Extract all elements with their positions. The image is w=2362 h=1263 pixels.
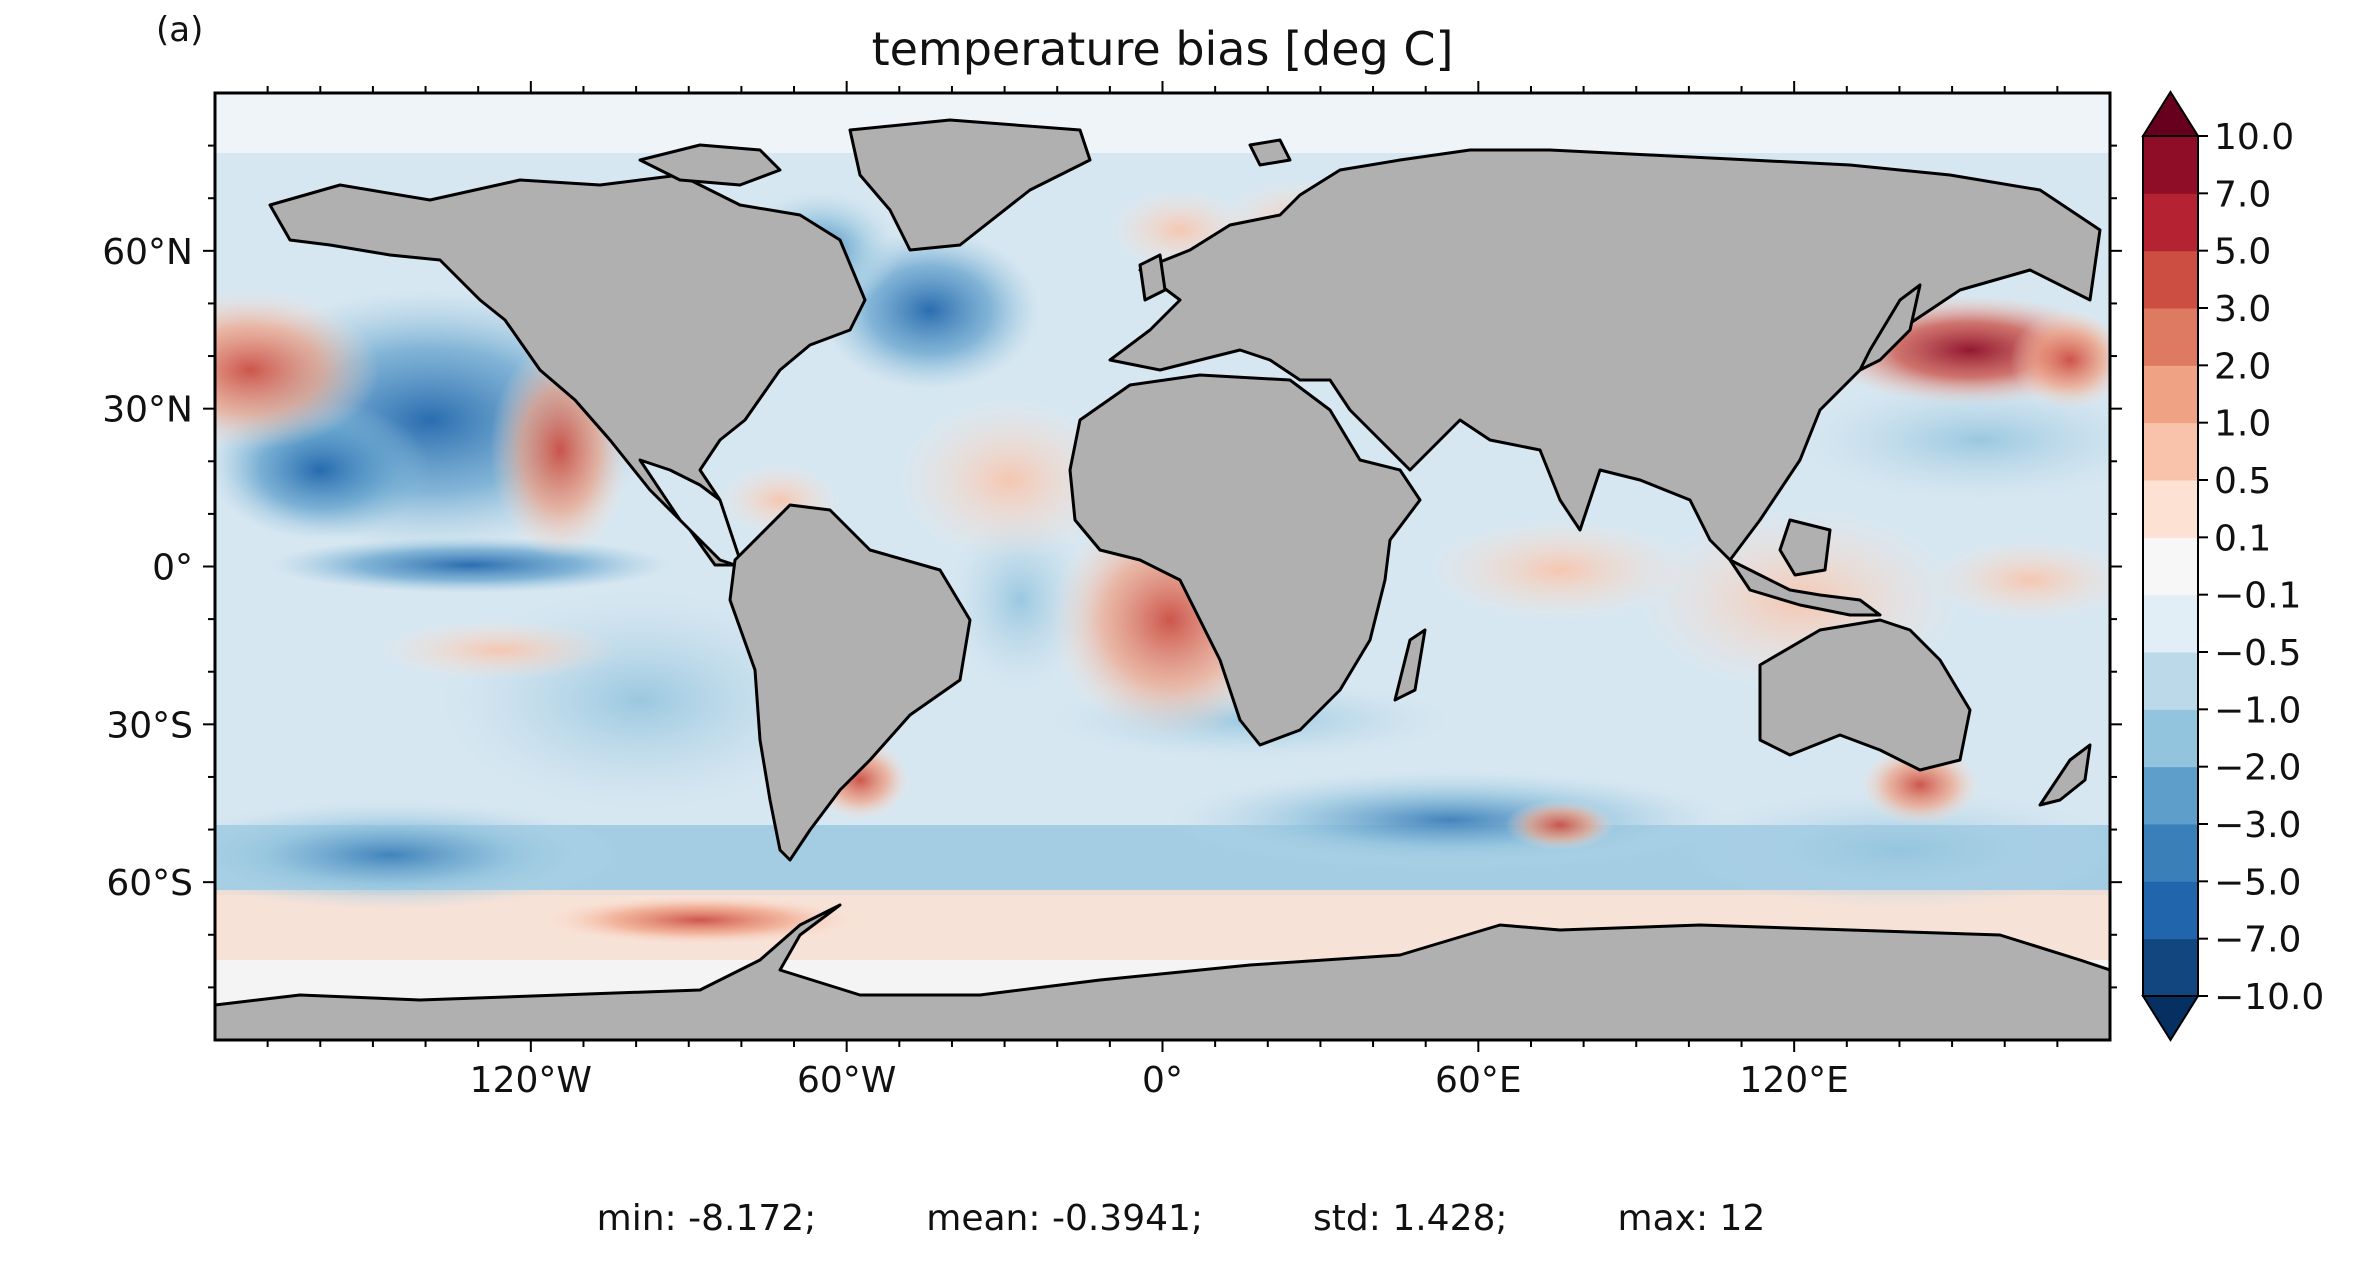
colorbar-segment: [2143, 709, 2198, 768]
colorbar-tick-label: −2.0: [2214, 748, 2301, 789]
eurasia: [1108, 148, 2102, 562]
colorbar-segment: [2143, 824, 2198, 882]
north-america: [268, 173, 867, 567]
colorbar-tick-label: −5.0: [2214, 862, 2301, 903]
colorbar-extend-over: [2141, 90, 2200, 137]
x-tick-label: 60°E: [1435, 1060, 1522, 1101]
bias-field: [215, 93, 2110, 1040]
y-tick-label: 30°S: [106, 705, 193, 746]
colorbar-tick-label: 5.0: [2214, 232, 2271, 273]
japan: [1858, 283, 1922, 372]
y-tick-label: 0°: [152, 548, 193, 589]
stat-std: std: 1.428;: [1313, 1198, 1508, 1239]
stats-line: min: -8.172; mean: -0.3941; std: 1.428; max…: [0, 1198, 2362, 1239]
x-tick-label: 0°: [1142, 1060, 1183, 1101]
colorbar-tick-label: 1.0: [2214, 404, 2271, 445]
colorbar-tick-label: 7.0: [2214, 174, 2271, 215]
colorbar-segment: [2143, 308, 2198, 366]
arctic-islands: [638, 143, 782, 187]
australia: [1758, 618, 1972, 772]
colorbar-tick-label: 2.0: [2214, 346, 2271, 387]
colorbar-segment: [2143, 136, 2198, 194]
colorbar-segment: [2143, 881, 2198, 940]
y-axis-ticks: 60°N 30°N 0° 30°S 60°S: [102, 144, 2122, 989]
colorbar-tick-label: −7.0: [2214, 920, 2301, 961]
x-tick-label: 120°E: [1739, 1060, 1848, 1101]
colorbar-tick-label: −0.5: [2214, 633, 2301, 674]
indonesia: [1728, 558, 1882, 617]
colorbar-segment: [2143, 422, 2198, 481]
colorbar-extend-under: [2141, 995, 2200, 1042]
y-tick-label: 30°N: [102, 390, 193, 431]
y-tick-label: 60°S: [106, 863, 193, 904]
colorbar-segment: [2143, 766, 2198, 825]
colorbar: −10.0 −7.0 −5.0 −3.0 −2.0 −1.0 −0.5 −0.1 0.1 0.5 1…: [2141, 90, 2324, 1042]
stat-max: max: 12: [1617, 1198, 1766, 1239]
colorbar-tick-label: 10.0: [2214, 117, 2294, 158]
colorbar-frame: [2142, 135, 2199, 997]
land: [215, 118, 2110, 1040]
colorbar-tick-label: 0.1: [2214, 518, 2271, 559]
new-zealand: [2038, 743, 2092, 807]
south-america: [728, 503, 972, 862]
stat-mean: mean: -0.3941;: [926, 1198, 1204, 1239]
colorbar-segment: [2143, 365, 2198, 424]
svalbard: [1248, 138, 1292, 167]
colorbar-tick-label: −10.0: [2214, 977, 2324, 1018]
colorbar-segment: [2143, 193, 2198, 252]
x-tick-label: 120°W: [470, 1060, 592, 1101]
colorbar-segment: [2143, 537, 2198, 596]
africa: [1068, 373, 1422, 747]
borneo: [1778, 518, 1832, 577]
colorbar-segment: [2143, 250, 2198, 309]
greenland: [848, 118, 1092, 252]
colorbar-tick-label: −1.0: [2214, 690, 2301, 731]
x-tick-label: 60°W: [797, 1060, 896, 1101]
colorbar-segment: [2143, 480, 2198, 538]
madagascar: [1393, 628, 1427, 702]
uk: [1138, 253, 1167, 302]
x-axis-ticks: 120°W 60°W 0° 60°E 120°E: [266, 81, 2059, 1101]
panel-label: (a): [156, 10, 204, 50]
stat-min: min: -8.172;: [596, 1198, 817, 1239]
colorbar-tick-label: 0.5: [2214, 461, 2271, 502]
colorbar-segment: [2143, 652, 2198, 710]
colorbar-segment: [2143, 938, 2198, 997]
colorbar-segment: [2143, 594, 2198, 653]
map-title: temperature bias [deg C]: [871, 22, 1454, 76]
colorbar-tick-label: −3.0: [2214, 805, 2301, 846]
antarctica: [215, 903, 2110, 1040]
colorbar-tick-label: −0.1: [2214, 576, 2301, 617]
colorbar-tick-label: 3.0: [2214, 289, 2271, 330]
y-tick-label: 60°N: [102, 232, 193, 273]
